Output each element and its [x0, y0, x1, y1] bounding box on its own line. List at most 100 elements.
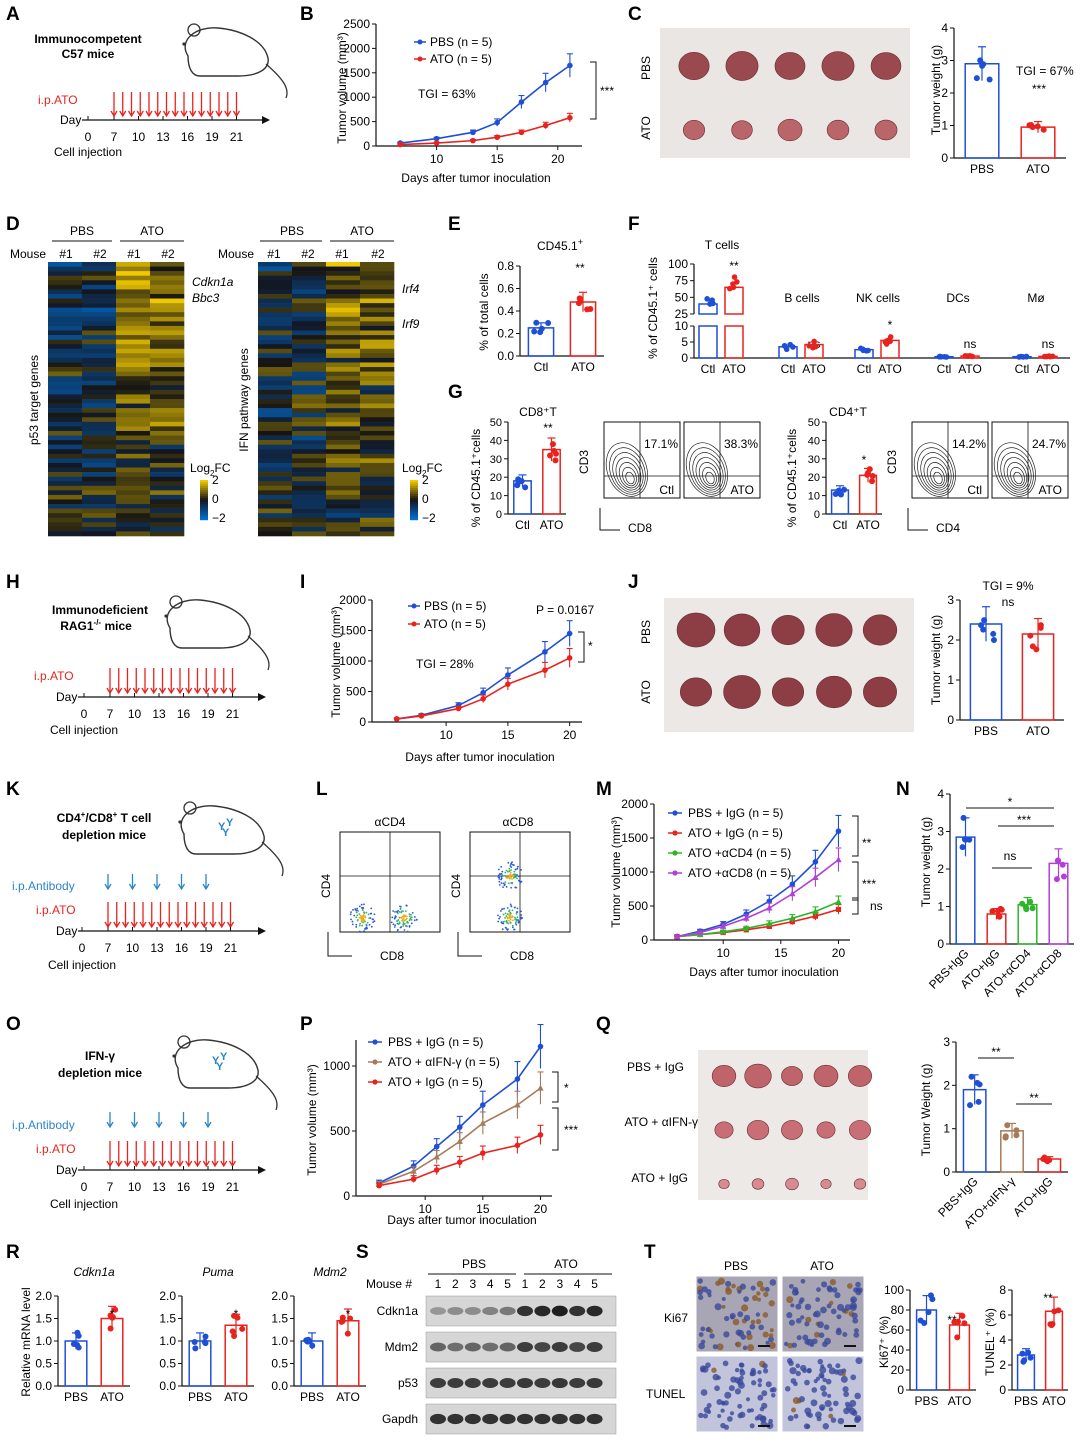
- j-row-pbs: PBS: [639, 620, 653, 644]
- ato-arrowhead: [139, 921, 147, 929]
- data-point: [480, 689, 486, 696]
- y-tick-label: 0.5: [35, 1357, 52, 1371]
- flow-event: [502, 886, 504, 888]
- flow-event: [515, 912, 518, 915]
- bar-lower: [724, 325, 744, 359]
- y-tick-label: 1.0: [159, 1334, 176, 1348]
- flow-event: [373, 913, 376, 916]
- cell-nucleus: [855, 1357, 863, 1365]
- flow-event: [355, 926, 358, 928]
- data-point: [418, 713, 425, 719]
- ato-arrowhead: [185, 687, 193, 695]
- heat-cell: [292, 435, 327, 441]
- heat-cell: [82, 367, 117, 372]
- cell-nucleus: [851, 1410, 858, 1416]
- h-cell-injection: Cell injection: [50, 723, 118, 737]
- tumor: [771, 615, 805, 645]
- heat-cell: [48, 312, 83, 318]
- sig-label: *: [346, 1307, 351, 1321]
- flow-event: [406, 930, 409, 933]
- data-point: [455, 705, 462, 712]
- data-point: [730, 284, 737, 291]
- heat-cell: [292, 453, 327, 459]
- heat-cell: [48, 472, 83, 477]
- day-tick-label: 10: [132, 130, 146, 144]
- blot-band: [586, 1413, 603, 1425]
- heat-cell: [150, 462, 185, 468]
- data-point: [968, 1073, 975, 1080]
- legend-label: ATO +αCD4 (n = 5): [688, 846, 791, 860]
- heat-cell: [116, 522, 151, 528]
- legend-label: ATO +αCD8 (n = 5): [688, 866, 791, 880]
- flow-axis-y: CD4: [319, 874, 333, 898]
- antibody-arrowhead: [130, 1121, 139, 1129]
- blot-band: [499, 1342, 516, 1352]
- flow-event: [351, 923, 354, 926]
- data-point: [976, 1081, 983, 1088]
- b-ylabel: Tumor volume (mm³): [335, 32, 349, 144]
- y-tick-label: 8: [999, 1283, 1006, 1297]
- panel-letter-c: C: [628, 4, 642, 25]
- data-point: [538, 325, 545, 332]
- flow-event: [517, 921, 520, 924]
- cell-nucleus: [836, 1314, 842, 1320]
- tumor: [813, 1064, 839, 1088]
- heat-cell: [292, 458, 327, 464]
- cell-nucleus: [791, 1407, 797, 1413]
- cell-nucleus: [705, 1327, 711, 1333]
- flow-event: [515, 923, 518, 926]
- y-tick-label: 1000: [323, 1059, 350, 1073]
- flow-event: [518, 875, 520, 878]
- flow-event: [510, 866, 513, 869]
- flow-event: [512, 919, 514, 922]
- ato-arrowhead: [119, 110, 127, 118]
- cell-nucleus: [746, 1330, 752, 1336]
- cell-nucleus: [723, 1331, 730, 1338]
- cell-nucleus: [763, 1368, 769, 1374]
- y-tick-label: 0.8: [497, 259, 514, 273]
- scale-cell: [410, 508, 418, 511]
- d-rep: #2: [161, 247, 175, 261]
- cell-nucleus: [734, 1388, 742, 1395]
- t-row-ki67: Ki67: [664, 1311, 688, 1325]
- ato-arrowhead: [224, 110, 232, 118]
- cell-nucleus: [771, 1387, 777, 1393]
- data-point: [866, 466, 873, 473]
- flow-event: [408, 915, 411, 918]
- flow-event: [398, 910, 401, 913]
- data-point: [107, 1312, 114, 1319]
- cell-nucleus: [831, 1287, 838, 1293]
- cell-nucleus: [737, 1311, 744, 1318]
- heat-cell: [292, 444, 327, 450]
- y-tick-label: 60: [891, 1323, 905, 1337]
- antibody-arrowhead: [202, 883, 210, 891]
- flow-axis-arrow: [599, 508, 620, 531]
- data-point: [1040, 126, 1047, 133]
- heat-cell: [82, 312, 117, 318]
- heat-cell: [360, 303, 395, 308]
- flow-event: [516, 916, 519, 919]
- data-point: [531, 328, 538, 335]
- heat-cell: [326, 417, 361, 423]
- y-tick-label: 1: [937, 900, 944, 914]
- heat-cell: [326, 348, 361, 354]
- cell-nucleus: [721, 1296, 726, 1301]
- flow-event: [505, 876, 508, 879]
- cell-nucleus: [742, 1345, 748, 1351]
- heat-cell: [48, 362, 83, 368]
- ato-arrowhead: [176, 1160, 184, 1168]
- cell-nucleus: [828, 1413, 834, 1419]
- heat-cell: [82, 490, 117, 496]
- flow-event: [499, 916, 501, 918]
- heat-cell: [116, 293, 151, 299]
- blot-band: [586, 1377, 603, 1389]
- d-ylabel-ifn: IFN pathway genes: [237, 348, 251, 451]
- scale-tick: 2: [422, 473, 429, 487]
- heat-cell: [292, 490, 327, 496]
- y-tick-label: 0.0: [35, 1379, 52, 1393]
- cell-nucleus: [720, 1408, 725, 1413]
- lane-number: 1: [522, 1277, 529, 1291]
- x-tick-label: 15: [476, 1202, 490, 1216]
- mouse-icon: Y Y Y: [172, 1035, 278, 1111]
